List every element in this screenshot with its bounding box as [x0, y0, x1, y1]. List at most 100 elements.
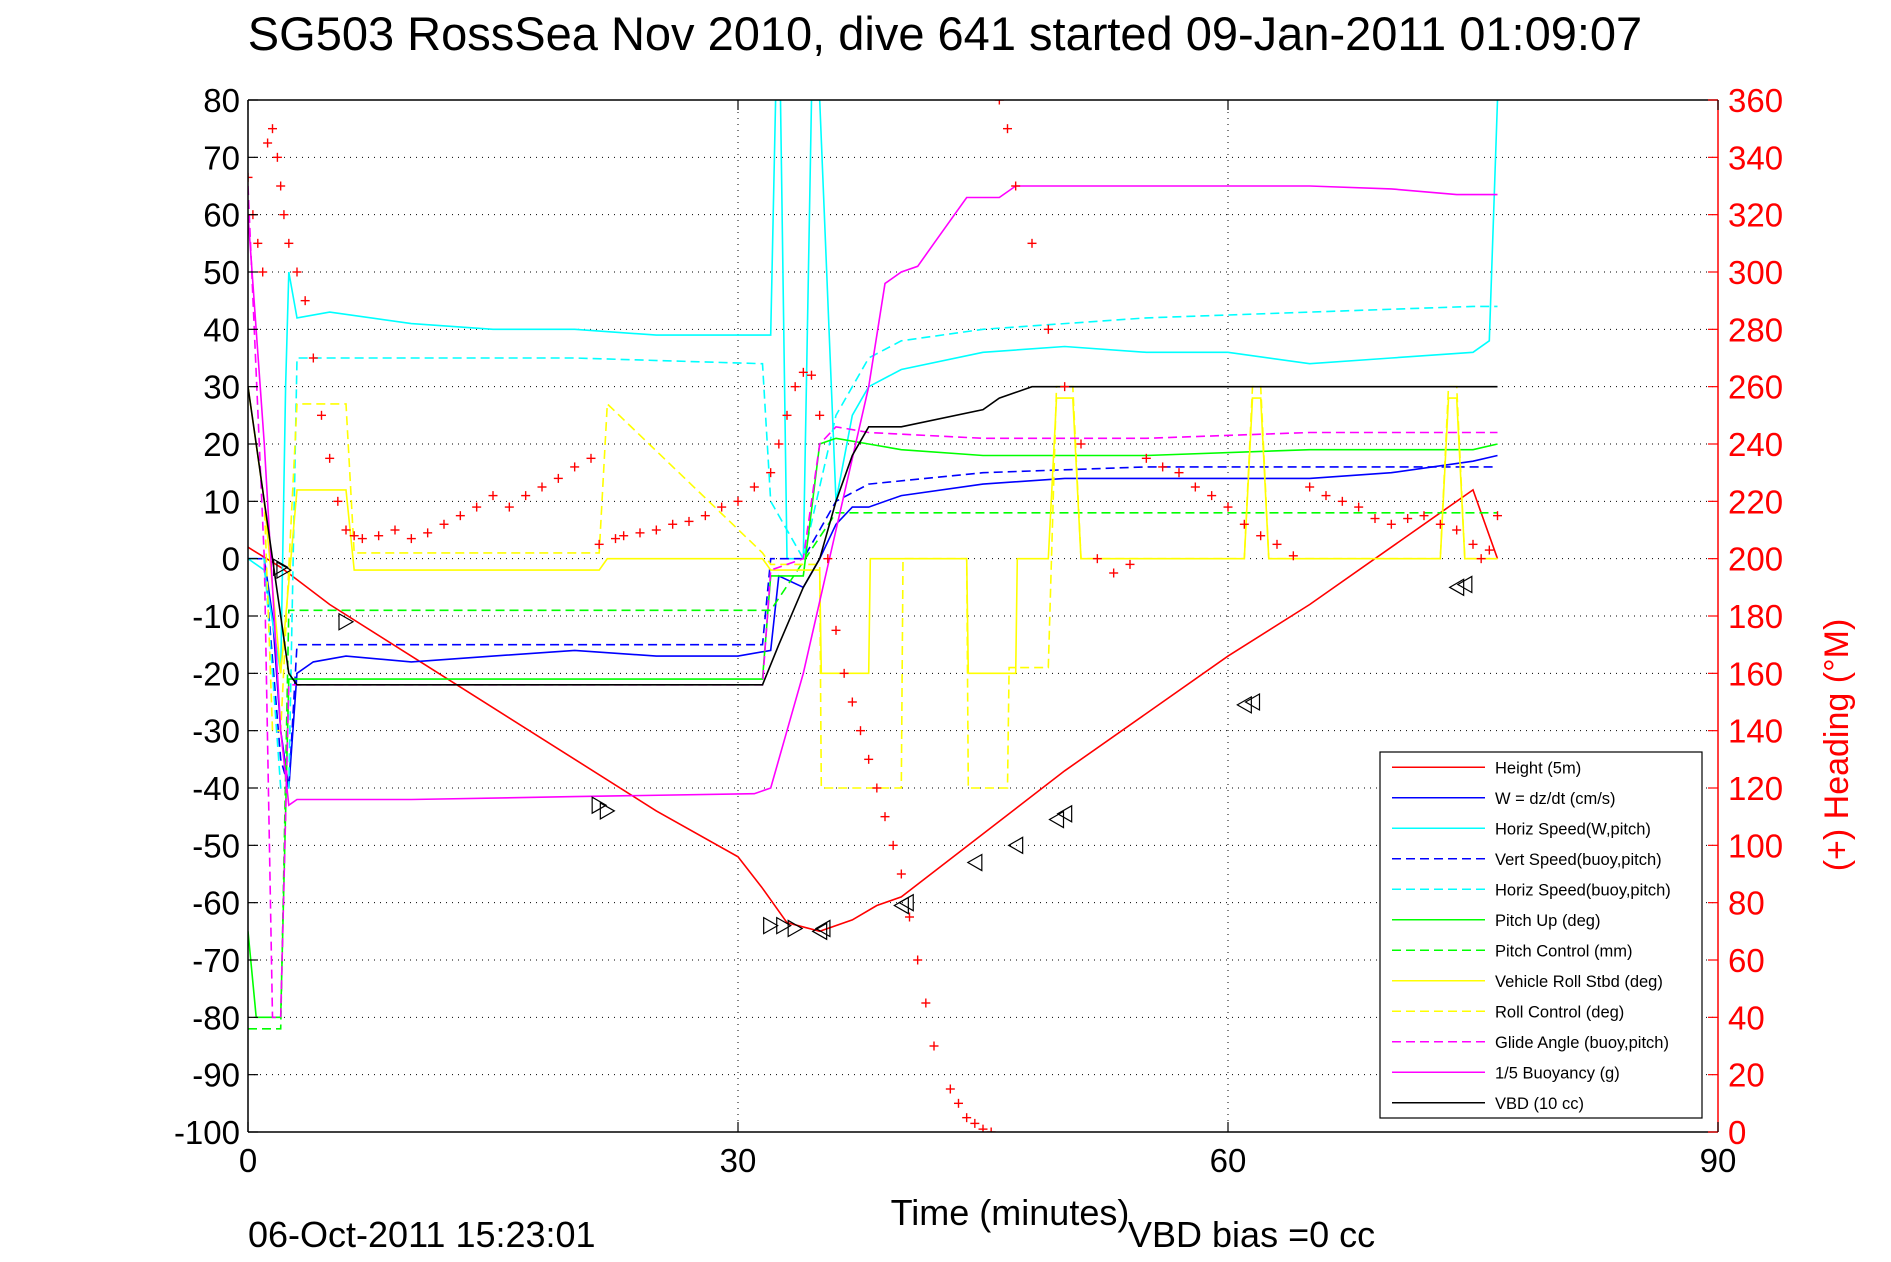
left-tick-label: -30: [192, 713, 240, 750]
heading-point: [594, 539, 604, 549]
heading-point: [1109, 568, 1119, 578]
heading-point: [839, 668, 849, 678]
heading-point: [272, 152, 282, 162]
height-marker: [966, 853, 983, 872]
legend-label: VBD (10 cc): [1495, 1095, 1584, 1113]
right-tick-label: 60: [1728, 942, 1765, 979]
heading-point: [929, 1041, 939, 1051]
series-line: [248, 385, 1498, 789]
series-line: [248, 385, 1498, 686]
axes: 80706050403020100-10-20-30-40-50-60-70-8…: [174, 82, 1783, 1179]
heading-point: [263, 138, 273, 148]
legend-label: Pitch Up (deg): [1495, 912, 1600, 930]
heading-point: [570, 462, 580, 472]
heading-point: [749, 482, 759, 492]
legend-label: Pitch Control (mm): [1495, 942, 1633, 960]
right-tick-label: 260: [1728, 369, 1783, 406]
heading-point: [586, 453, 596, 463]
left-tick-label: -20: [192, 655, 240, 692]
heading-point: [1141, 453, 1151, 463]
heading-point: [872, 783, 882, 793]
right-tick-label: 320: [1728, 197, 1783, 234]
right-tick-label: 100: [1728, 827, 1783, 864]
legend-item: Height (5m): [1392, 759, 1581, 777]
heading-point: [1493, 511, 1502, 521]
heading-point: [635, 528, 645, 538]
heading-point: [831, 625, 841, 635]
x-axis-label: Time (minutes): [891, 1192, 1130, 1233]
heading-point: [1223, 502, 1233, 512]
heading-point: [333, 496, 343, 506]
legend-item: Pitch Up (deg): [1392, 912, 1600, 930]
left-tick-label: -40: [192, 770, 240, 807]
left-tick-label: -80: [192, 999, 240, 1036]
legend-box: [1379, 751, 1703, 1119]
legend-label: Height (5m): [1495, 759, 1581, 777]
right-tick-label: 360: [1728, 82, 1783, 119]
heading-point: [986, 1127, 996, 1132]
heading-point: [374, 531, 384, 541]
series-line: [248, 466, 1498, 789]
x-tick-label: 0: [239, 1142, 257, 1179]
legend-item: Horiz Speed(buoy,pitch): [1392, 881, 1671, 899]
heading-point: [504, 502, 514, 512]
left-tick-label: -100: [174, 1114, 240, 1151]
heading-point: [668, 519, 678, 529]
right-tick-label: 0: [1728, 1114, 1746, 1151]
right-y-axis-label: (+) Heading (°M): [1818, 619, 1856, 872]
chart-title: SG503 RossSea Nov 2010, dive 641 started…: [248, 7, 1642, 60]
left-tick-label: 10: [203, 483, 240, 520]
heading-point: [268, 124, 277, 134]
heading-point: [864, 754, 874, 764]
left-tick-label: -50: [192, 827, 240, 864]
left-tick-label: 50: [203, 254, 240, 291]
height-marker: [591, 796, 608, 815]
heading-point: [815, 410, 825, 420]
height-marker: [776, 916, 792, 935]
heading-point: [962, 1113, 972, 1123]
heading-point: [856, 726, 865, 736]
heading-point: [1419, 511, 1429, 521]
heading-point: [1305, 482, 1315, 492]
heading-point: [766, 468, 776, 478]
heading-point: [537, 482, 547, 492]
heading-point: [439, 519, 449, 529]
heading-point: [1190, 482, 1200, 492]
heading-point: [1386, 519, 1396, 529]
right-tick-label: 220: [1728, 483, 1783, 520]
right-tick-label: 120: [1728, 770, 1783, 807]
heading-point: [406, 534, 416, 544]
heading-point: [423, 528, 433, 538]
heading-point: [954, 1098, 963, 1108]
left-tick-label: 0: [222, 541, 240, 578]
legend-label: Glide Angle (buoy,pitch): [1495, 1034, 1669, 1052]
heading-point: [284, 238, 294, 248]
heading-point: [1288, 551, 1298, 561]
height-marker: [599, 801, 616, 820]
heading-point: [782, 410, 792, 420]
heading-point: [317, 410, 326, 420]
footer-vbd-bias: VBD bias =0 cc: [1128, 1214, 1375, 1255]
legend-item: VBD (10 cc): [1392, 1095, 1584, 1113]
heading-point: [258, 267, 268, 277]
heading-point: [1452, 525, 1462, 535]
heading-point: [611, 534, 620, 544]
heading-point: [1476, 554, 1486, 564]
heading-point: [472, 502, 482, 512]
x-tick-label: 30: [720, 1142, 757, 1179]
legend-item: Horiz Speed(W,pitch): [1392, 820, 1651, 838]
height-marker: [1456, 575, 1473, 594]
heading-point: [970, 1118, 980, 1128]
legend-item: Glide Angle (buoy,pitch): [1392, 1034, 1669, 1052]
height-marker: [811, 922, 828, 941]
heading-point: [488, 491, 498, 501]
x-tick-label: 90: [1700, 1142, 1737, 1179]
heading-point: [300, 296, 310, 306]
heading-point: [1370, 514, 1380, 524]
heading-point: [913, 955, 923, 965]
heading-point: [341, 525, 351, 535]
legend-label: Vehicle Roll Stbd (deg): [1495, 973, 1663, 991]
heading-point: [700, 511, 710, 521]
heading-point: [292, 267, 302, 277]
heading-point: [1027, 238, 1037, 248]
